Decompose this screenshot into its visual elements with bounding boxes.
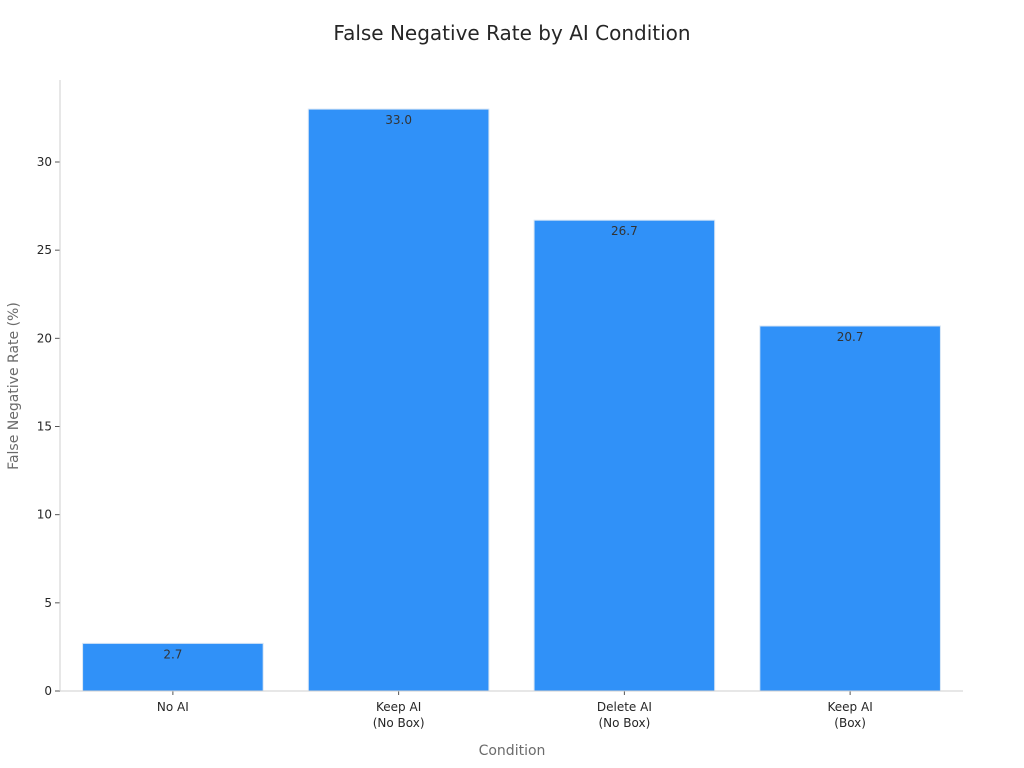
plot-area: 0 5 10 15 20 25 30 2.7 No AI 33.0 Keep AI (No Box) 2…	[37, 80, 963, 730]
y-tick-label: 20	[37, 331, 52, 345]
x-tick-label-line: (No Box)	[373, 716, 425, 730]
bar	[533, 219, 716, 692]
bar-value-label: 26.7	[611, 224, 638, 238]
x-tick-label: Keep AI (Box)	[828, 700, 873, 730]
bar	[759, 325, 941, 692]
y-tick-label: 25	[37, 243, 52, 257]
x-tick-label: Delete AI (No Box)	[597, 700, 652, 730]
x-tick-label-line: Keep AI	[828, 700, 873, 714]
bar-value-label: 20.7	[837, 330, 864, 344]
y-tick-label: 15	[37, 419, 52, 433]
x-tick-label-line: No AI	[157, 700, 189, 714]
y-tick-label: 0	[44, 684, 52, 698]
x-tick-label: Keep AI (No Box)	[373, 700, 425, 730]
chart-title: False Negative Rate by AI Condition	[333, 21, 690, 45]
x-tick-label-line: Delete AI	[597, 700, 652, 714]
x-tick-label: No AI	[157, 700, 189, 714]
bar-value-label: 2.7	[163, 647, 182, 661]
x-axis-label: Condition	[479, 743, 546, 759]
y-tick-label: 30	[37, 155, 52, 169]
y-tick-label: 10	[37, 508, 52, 522]
x-tick-label-line: Keep AI	[376, 700, 421, 714]
x-tick-label-line: (Box)	[834, 716, 866, 730]
x-tick-label-line: (No Box)	[598, 716, 650, 730]
y-axis-label: False Negative Rate (%)	[6, 302, 22, 470]
bar-value-label: 33.0	[385, 113, 412, 127]
bar	[307, 108, 490, 692]
y-tick-label: 5	[44, 596, 52, 610]
